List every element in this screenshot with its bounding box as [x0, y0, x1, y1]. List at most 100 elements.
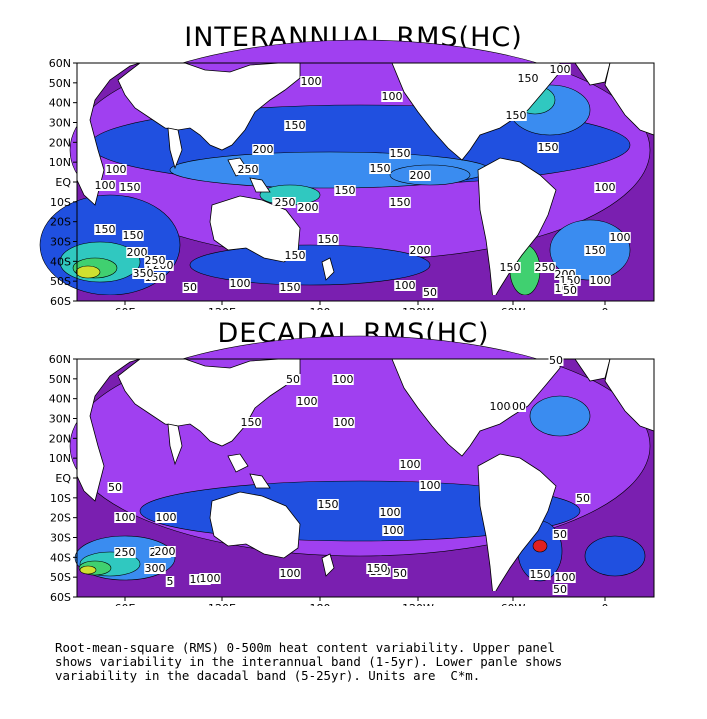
contour-label-bg [165, 576, 175, 587]
contour-label-bg [119, 182, 141, 193]
land-mass [391, 358, 561, 457]
contour-label-bg [114, 512, 136, 523]
contour-label: 150 [285, 119, 306, 132]
contour-label: 100 [595, 181, 616, 194]
land-mass [391, 62, 561, 161]
contour-label: 100 [200, 572, 221, 585]
contour-label-bg [552, 584, 568, 595]
contour-label-bg [399, 459, 421, 470]
contour-label: 150 [370, 162, 391, 175]
lat-label: 60S [50, 295, 71, 308]
lat-label: 20N [49, 432, 71, 445]
contour-label-bg [199, 573, 221, 584]
land-mass [321, 553, 335, 577]
contour-label: 200 [410, 169, 431, 182]
figure-caption: Root-mean-square (RMS) 0-500m heat conte… [55, 641, 695, 683]
contour-label-bg [562, 285, 578, 296]
contour-label-bg [297, 202, 319, 213]
contour-label: 150 [318, 233, 339, 246]
contour-label: 50 [423, 286, 437, 299]
contour-label-bg [114, 547, 136, 558]
lat-label: 20N [49, 136, 71, 149]
contour-label-bg [517, 73, 539, 84]
contour-label: 150 [335, 184, 356, 197]
contour-label: 150 [318, 498, 339, 511]
land-mass [477, 157, 557, 302]
lat-label: 40S [50, 255, 71, 268]
contour-label: 50 [286, 373, 300, 386]
contour-label-bg [144, 563, 166, 574]
contour-label-bg [419, 480, 441, 491]
contour-label-bg [279, 282, 301, 293]
contour-label: 250 [145, 254, 166, 267]
lon-label: 60E [115, 602, 136, 606]
contour-label-bg [505, 110, 527, 121]
contour-label: 200 [127, 246, 148, 259]
contour-label-bg [332, 374, 354, 385]
lon-label: 120E [208, 602, 236, 606]
lon-label: 180 [310, 602, 331, 606]
contour-label: 150 [390, 147, 411, 160]
contour-label: 100 [383, 524, 404, 537]
contour-label: 100 [280, 567, 301, 580]
lat-label: 50N [49, 77, 71, 90]
contour-region [584, 535, 646, 577]
contour-label: 100 [420, 479, 441, 492]
lat-label: 30S [50, 532, 71, 545]
contour-label-bg [317, 234, 339, 245]
interannual-map: 60N 50N 40N 30N 20N 10N EQ 10S 20S 30S 40S 50S 60S 60… [39, 39, 655, 310]
contour-label: 100 [400, 458, 421, 471]
contour-label: 100 [115, 511, 136, 524]
contour-label-bg [333, 417, 355, 428]
lat-label: 50S [50, 275, 71, 288]
lon-label: 120W [402, 602, 434, 606]
contour-label-bg [554, 269, 576, 280]
contour-label: 100 [95, 179, 116, 192]
contour-label-bg [489, 401, 511, 412]
contour-label: 50 [108, 481, 122, 494]
contour-label-bg [589, 275, 611, 286]
contour-label: 100 [395, 279, 416, 292]
contour-label-bg [409, 170, 431, 181]
contour-label: 200 [155, 545, 176, 558]
contour-label: 5 [167, 575, 174, 588]
land-mass [117, 62, 301, 151]
lat-label: 30S [50, 236, 71, 249]
contour-label-bg [107, 482, 123, 493]
contour-label-bg [552, 529, 568, 540]
contour-label: 150 [390, 196, 411, 209]
contour-label: 150 [530, 568, 551, 581]
contour-label-bg [240, 417, 262, 428]
lon-label: 60W [501, 602, 526, 606]
lat-label: 10S [50, 196, 71, 209]
contour-region [189, 244, 431, 286]
lat-label: 60N [49, 353, 71, 366]
contour-label: 100 [380, 506, 401, 519]
contour-label-bg [499, 262, 521, 273]
contour-label-bg [300, 76, 322, 87]
lon-label: 120W [402, 306, 434, 310]
contour-label: 150 [123, 229, 144, 242]
lat-label: EQ [55, 176, 71, 189]
contour-region [75, 265, 101, 279]
contour-label: 100 [550, 63, 571, 76]
contour-label: 150 [500, 261, 521, 274]
lon-label: 60W [501, 306, 526, 310]
contour-label-bg [534, 262, 556, 273]
contour-label: 100 [333, 373, 354, 386]
contour-label-bg [409, 245, 431, 256]
contour-label: 100 [156, 511, 177, 524]
contour-label: 150 [285, 249, 306, 262]
contour-label: 50 [393, 567, 407, 580]
lat-label: 20S [50, 216, 71, 229]
contour-label: 250 [115, 546, 136, 559]
lat-label: 30N [49, 117, 71, 130]
contour-label-bg [122, 230, 144, 241]
land-mass [249, 473, 271, 489]
contour-label-bg [554, 572, 576, 583]
contour-label-bg [334, 185, 356, 196]
caption-line: variability in the dacadal band (5-25yr)… [55, 668, 481, 683]
contour-label-bg [394, 280, 416, 291]
southern-band [77, 295, 654, 301]
contour-label-bg [382, 525, 404, 536]
